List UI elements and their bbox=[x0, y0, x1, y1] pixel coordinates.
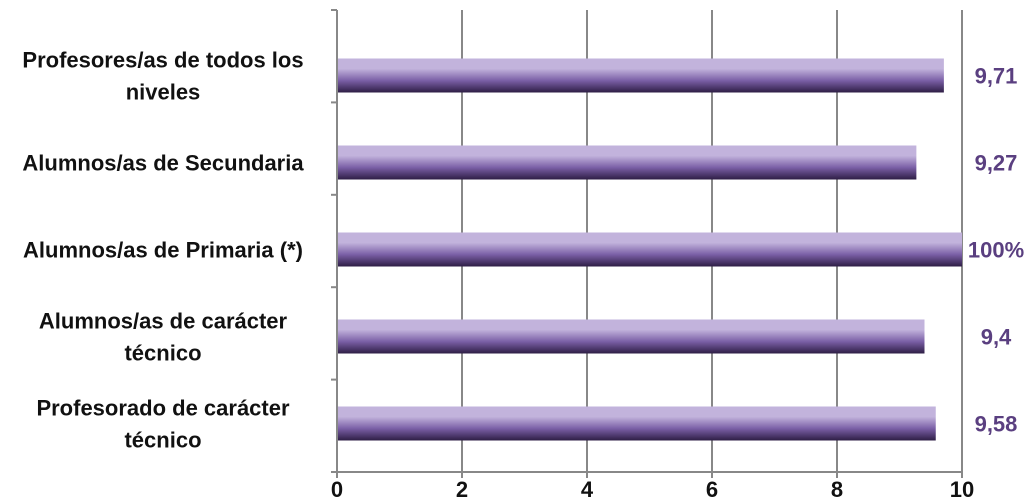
bar bbox=[338, 319, 925, 354]
data-label: 9,58 bbox=[975, 412, 1018, 437]
data-label: 9,27 bbox=[975, 151, 1018, 176]
x-tick-label: 8 bbox=[831, 477, 843, 502]
x-tick-label: 6 bbox=[706, 477, 718, 502]
bar bbox=[338, 145, 917, 180]
x-tick-label: 0 bbox=[331, 477, 343, 502]
x-tick-label: 2 bbox=[456, 477, 468, 502]
data-label: 9,71 bbox=[975, 64, 1018, 89]
bars bbox=[338, 58, 962, 441]
data-labels: 9,71 9,27 100% 9,4 9,58 bbox=[968, 64, 1024, 437]
x-tick-label: 10 bbox=[950, 477, 974, 502]
x-tick-labels: 0 2 4 6 8 10 bbox=[331, 477, 974, 502]
x-tick-label: 4 bbox=[581, 477, 594, 502]
bar bbox=[338, 406, 936, 441]
bar bbox=[338, 232, 962, 267]
category-label: Alumnos/as de Secundaria bbox=[22, 151, 304, 176]
category-label: Profesores/as de todos los niveles bbox=[22, 48, 303, 105]
data-label: 100% bbox=[968, 238, 1024, 263]
category-label: Alumnos/as de Primaria (*) bbox=[23, 238, 303, 263]
data-label: 9,4 bbox=[981, 325, 1012, 350]
category-label: Profesorado de carácter técnico bbox=[36, 396, 290, 453]
bar bbox=[338, 58, 944, 93]
axes bbox=[331, 9, 963, 478]
category-label: Alumnos/as de carácter técnico bbox=[39, 309, 288, 366]
category-labels: Profesores/as de todos los niveles Alumnos… bbox=[22, 48, 304, 453]
